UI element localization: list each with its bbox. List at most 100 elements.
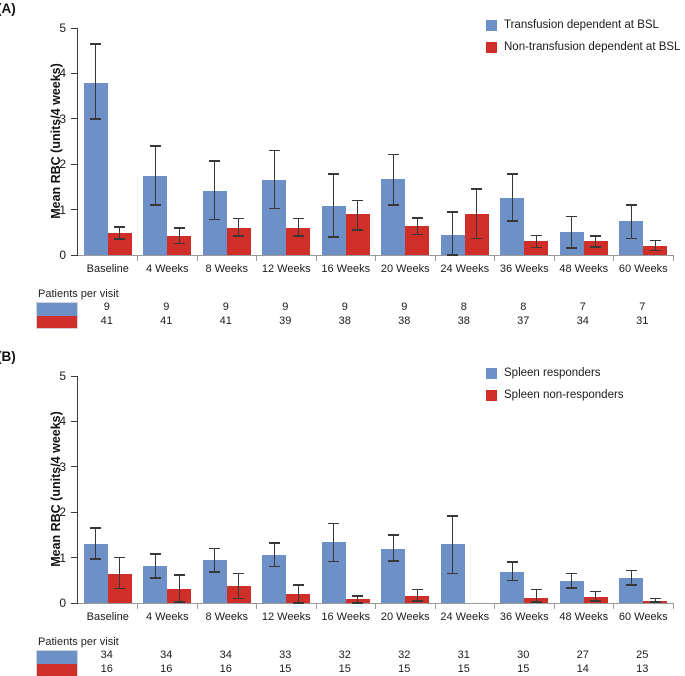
patients-key-red <box>37 315 77 328</box>
x-axis-tick <box>434 603 436 609</box>
error-bar-cap <box>90 527 102 529</box>
x-tick-label: 36 Weeks <box>499 611 549 623</box>
x-tick-label: 24 Weeks <box>440 263 490 275</box>
patients-count: 31 <box>457 649 470 661</box>
error-bar <box>333 174 335 237</box>
x-axis-tick <box>672 255 674 261</box>
panel-b-label: (B) <box>0 349 16 364</box>
patients-count: 8 <box>520 301 527 313</box>
x-tick-label: 48 Weeks <box>559 263 609 275</box>
legend-swatch <box>486 41 497 53</box>
error-bar-cap <box>387 153 399 155</box>
y-axis-tick <box>71 163 78 165</box>
error-bar-cap <box>209 547 221 550</box>
error-bar <box>392 154 394 205</box>
error-bar-cap <box>649 597 661 600</box>
error-bar <box>535 235 537 248</box>
error-bar <box>452 211 454 255</box>
error-bar-cap <box>173 242 185 245</box>
error-bar <box>214 548 216 573</box>
y-axis-tick <box>71 557 78 559</box>
error-bar-cap <box>506 579 518 582</box>
patients-count: 7 <box>579 301 586 313</box>
patients-count: 15 <box>398 663 411 675</box>
x-tick-label: 20 Weeks <box>380 611 430 623</box>
x-axis-tick <box>315 603 317 609</box>
x-axis-tick <box>553 255 555 261</box>
error-bar <box>654 598 656 603</box>
patients-count: 9 <box>401 301 408 313</box>
patients-count: 38 <box>338 315 351 327</box>
legend-item: Spleen non-responders <box>486 389 624 401</box>
patients-count: 15 <box>517 663 530 675</box>
y-tick-label: 5 <box>59 369 66 383</box>
error-bar-cap <box>328 173 340 175</box>
patients-key-blue <box>37 303 77 316</box>
error-bar-cap <box>352 229 364 231</box>
error-bar-cap <box>471 237 483 239</box>
patients-count: 30 <box>517 649 530 661</box>
error-bar-cap <box>649 239 661 242</box>
legend-item: Spleen responders <box>486 367 624 379</box>
error-bar <box>357 596 359 603</box>
error-bar-cap <box>352 199 364 202</box>
legend-item: Transfusion dependent at BSL <box>486 19 680 31</box>
y-axis-tick <box>71 118 78 120</box>
error-bar-cap <box>590 590 602 593</box>
y-tick-label: 1 <box>59 202 66 217</box>
error-bar-cap <box>411 600 423 602</box>
patients-count: 15 <box>457 663 470 675</box>
error-bar-cap <box>173 227 185 229</box>
error-bar <box>119 226 121 240</box>
x-axis-tick <box>137 255 138 261</box>
x-tick-label: 60 Weeks <box>618 611 668 623</box>
error-bar-cap <box>292 602 304 604</box>
error-bar <box>511 562 513 581</box>
patients-count: 15 <box>338 663 351 675</box>
x-tick-label: 20 Weeks <box>380 263 430 275</box>
patients-count: 41 <box>160 315 173 327</box>
legend-label: Transfusion dependent at BSL <box>504 19 659 31</box>
patients-key-blue <box>37 651 77 664</box>
error-bar <box>571 573 573 588</box>
error-bar-cap <box>471 188 483 190</box>
x-axis-tick <box>613 603 614 609</box>
error-bar <box>392 534 394 561</box>
error-bar-cap <box>352 602 364 604</box>
error-bar-cap <box>447 211 459 213</box>
legend-label: Non-transfusion dependent at BSL <box>504 41 681 53</box>
x-tick-label: 24 Weeks <box>440 611 490 623</box>
error-bar-cap <box>387 204 399 206</box>
patients-count: 16 <box>219 663 232 675</box>
patients-count: 34 <box>160 649 173 661</box>
error-bar-cap <box>209 160 221 162</box>
panel-b: (B) Mean RBC (units/4 weeks) 012345Basel… <box>0 348 685 676</box>
y-axis-tick <box>71 254 78 256</box>
error-bar-cap <box>233 217 245 220</box>
legend: Spleen responders Spleen non-responders <box>486 367 624 411</box>
x-axis-tick <box>375 603 376 609</box>
error-bar-cap <box>149 204 161 206</box>
patients-count: 8 <box>460 301 467 313</box>
x-axis-tick <box>256 255 257 261</box>
patients-count: 7 <box>639 301 646 313</box>
error-bar <box>297 218 299 236</box>
error-bar-cap <box>90 118 102 120</box>
y-axis-tick <box>71 420 78 422</box>
y-axis-tick <box>71 209 78 211</box>
error-bar <box>95 528 97 559</box>
error-bar-cap <box>268 149 280 152</box>
y-axis-tick <box>71 511 78 513</box>
patients-count: 27 <box>576 649 589 661</box>
patients-per-visit-label: Patients per visit <box>38 636 119 648</box>
error-bar-cap <box>447 572 459 575</box>
error-bar-cap <box>233 597 245 600</box>
y-tick-label: 5 <box>59 21 66 35</box>
x-axis-tick <box>375 255 376 261</box>
error-bar-cap <box>530 588 542 591</box>
error-bar <box>595 591 597 601</box>
patients-count: 9 <box>341 301 348 313</box>
x-axis-tick <box>553 603 555 609</box>
x-tick-label: 60 Weeks <box>618 263 668 275</box>
error-bar <box>95 43 97 119</box>
